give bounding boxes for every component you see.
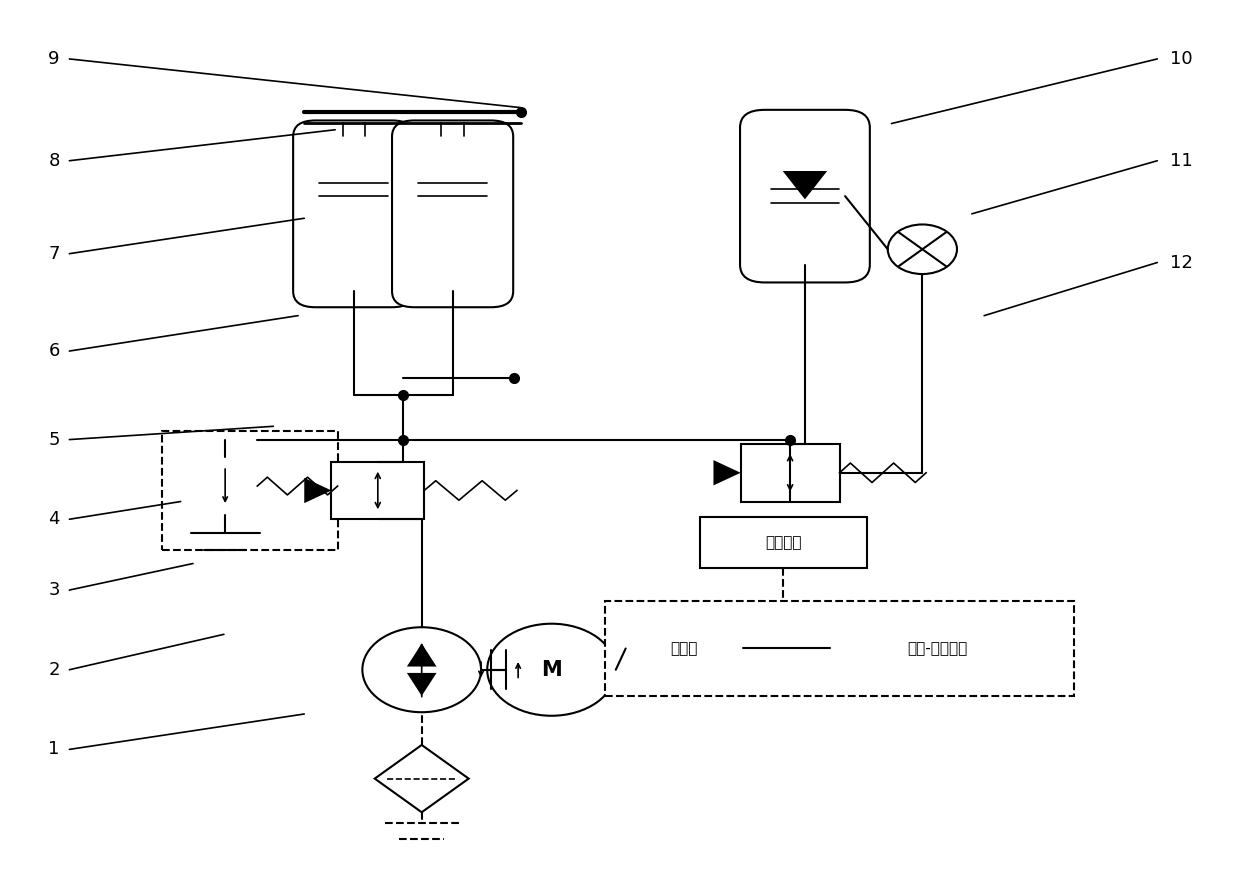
Text: 4: 4 [48, 511, 59, 528]
Text: M: M [541, 660, 561, 679]
Bar [193, 457, 258, 515]
Bar [332, 462, 424, 519]
Text: 2: 2 [48, 661, 59, 678]
FancyBboxPatch shape [740, 110, 870, 282]
Bar [830, 622, 1046, 674]
Polygon shape [374, 745, 468, 813]
Text: 7: 7 [48, 245, 59, 263]
FancyBboxPatch shape [392, 121, 513, 307]
Circle shape [888, 225, 957, 274]
Polygon shape [305, 478, 332, 503]
Text: 蓄能-放能部件: 蓄能-放能部件 [908, 641, 968, 656]
Text: 8: 8 [48, 152, 59, 170]
Bar [741, 444, 840, 502]
Text: 1: 1 [48, 741, 59, 758]
Bar [700, 517, 867, 568]
Text: 逆变器: 逆变器 [670, 641, 698, 656]
Text: 12: 12 [1170, 254, 1192, 272]
Text: 总控装置: 总控装置 [764, 535, 802, 550]
Text: 5: 5 [48, 431, 59, 448]
Polygon shape [406, 673, 436, 696]
Text: 11: 11 [1170, 152, 1192, 170]
Text: 6: 6 [48, 342, 59, 360]
Bar [626, 622, 743, 674]
Bar [605, 600, 1074, 696]
Text: 10: 10 [1170, 50, 1192, 67]
Text: 9: 9 [48, 50, 59, 67]
Polygon shape [783, 171, 828, 199]
Bar [162, 431, 338, 551]
Polygon shape [406, 644, 436, 667]
Circle shape [362, 627, 481, 712]
Text: 3: 3 [48, 581, 59, 599]
FancyBboxPatch shape [294, 121, 414, 307]
Circle shape [487, 623, 616, 716]
Polygon shape [714, 460, 741, 486]
